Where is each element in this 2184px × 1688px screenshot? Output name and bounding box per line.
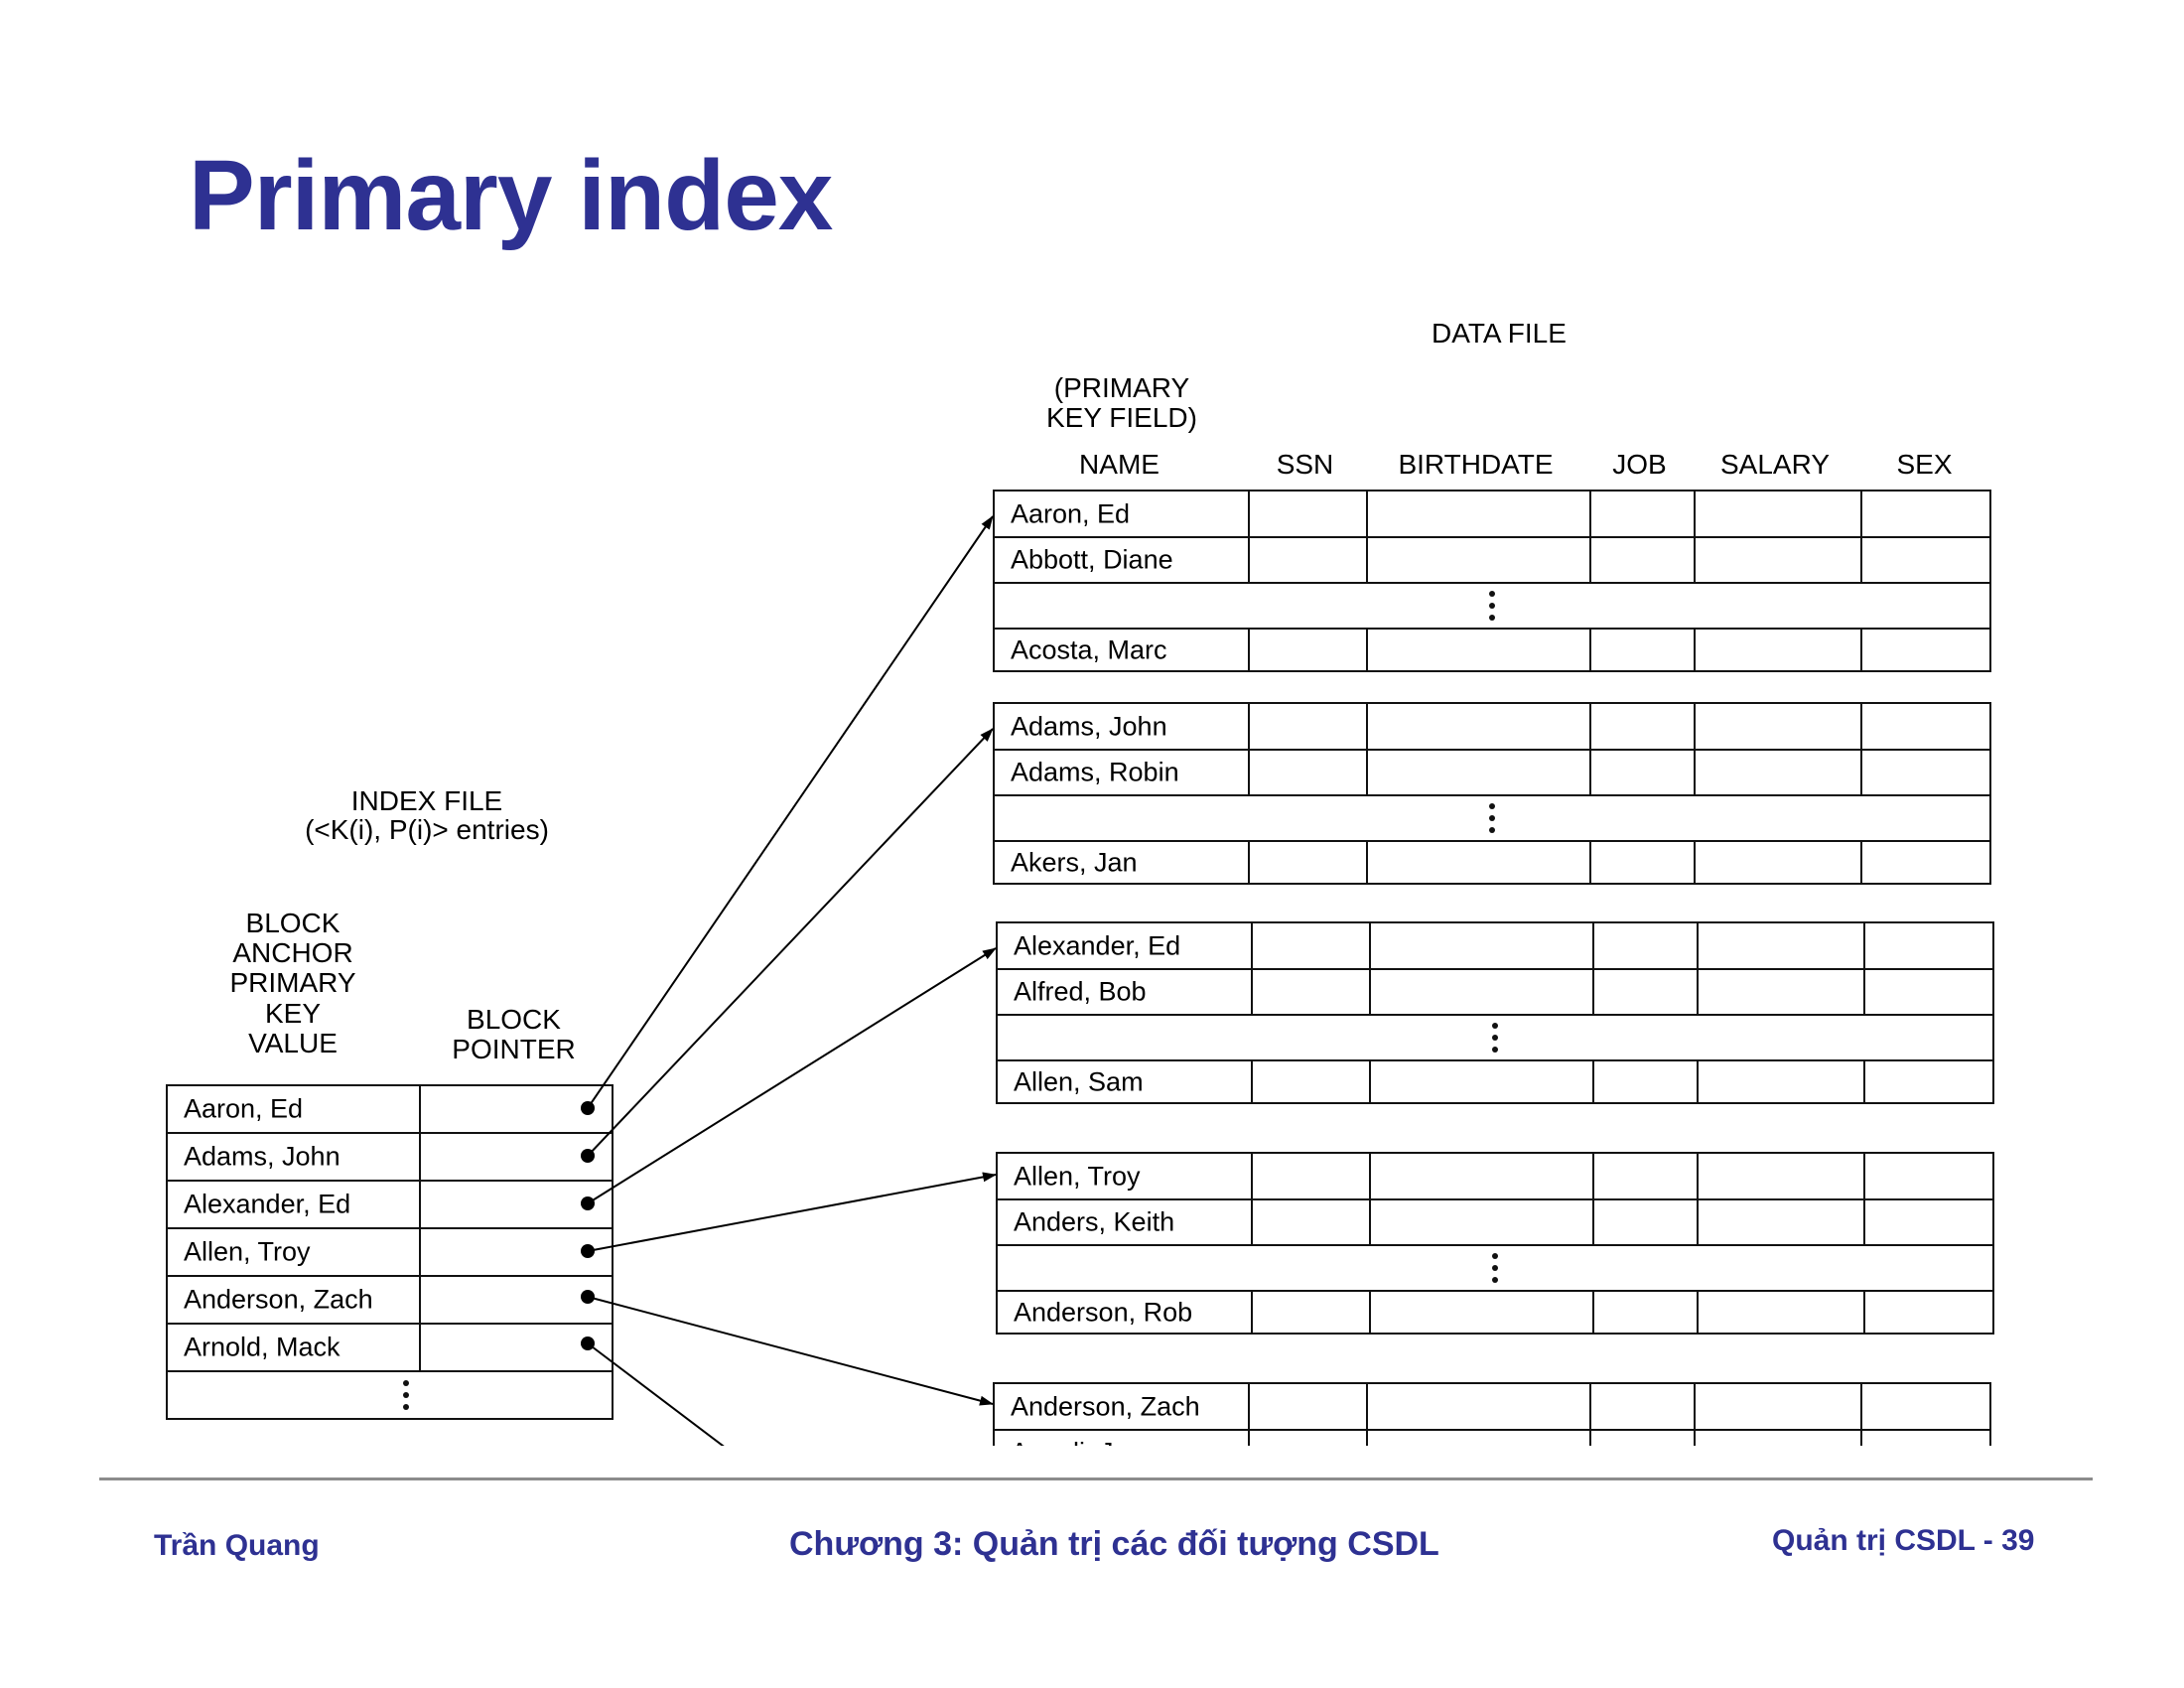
data-file-title: DATA FILE <box>1432 318 1567 349</box>
footer-divider <box>99 1477 2093 1480</box>
name-cell: Alexander, Ed <box>1014 930 1181 960</box>
index-row: Alexander, Ed <box>168 1182 612 1229</box>
footer-chapter: Chương 3: Quản trị các đối tượng CSDL <box>789 1525 1439 1563</box>
index-file-subtitle: (<K(i), P(i)> entries) <box>305 814 549 845</box>
data-row: Alexander, Ed <box>998 923 1992 970</box>
footer-author: Trần Quang <box>154 1529 320 1562</box>
data-row: Adams, Robin <box>995 751 1989 796</box>
pointer-dot <box>581 1101 595 1115</box>
name-cell: Allen, Sam <box>1014 1066 1144 1096</box>
ellipsis-row <box>168 1372 612 1420</box>
ellipsis-row <box>995 796 1989 842</box>
block-pointer-arrow <box>587 1296 994 1406</box>
data-block: Aaron, Ed Abbott, Diane Acosta, Marc <box>993 490 1991 672</box>
name-cell: Acosta, Marc <box>1011 634 1167 664</box>
pointer-arrows <box>581 515 997 1446</box>
ellipsis-row <box>998 1246 1992 1292</box>
name-cell: Abbott, Diane <box>1011 544 1173 575</box>
vertical-ellipsis-icon <box>1489 591 1495 621</box>
data-row: Allen, Troy <box>998 1154 1992 1200</box>
anchor-key-cell: Aaron, Ed <box>184 1093 304 1124</box>
name-cell: Allen, Troy <box>1014 1161 1141 1191</box>
anchor-key-cell: Allen, Troy <box>184 1236 311 1267</box>
column-header-birthdate: BIRTHDATE <box>1398 449 1554 480</box>
index-row: Aaron, Ed <box>168 1086 612 1134</box>
block-pointer-arrow <box>587 1172 997 1252</box>
vertical-ellipsis-icon <box>1492 1023 1498 1053</box>
data-row: Adams, John <box>995 704 1989 751</box>
vertical-ellipsis-icon <box>1492 1253 1498 1283</box>
ellipsis-row <box>995 584 1989 630</box>
index-row: Allen, Troy <box>168 1229 612 1277</box>
primary-key-note: (PRIMARY KEY FIELD) <box>1046 372 1197 434</box>
block-pointer-arrow <box>587 728 994 1157</box>
column-header-salary: SALARY <box>1720 449 1830 480</box>
page-title: Primary index <box>189 140 833 251</box>
index-row: Adams, John <box>168 1134 612 1182</box>
block-pointer-arrow <box>587 947 997 1204</box>
name-cell: Angeli, Joe <box>1011 1438 1144 1447</box>
index-row: Anderson, Zach <box>168 1277 612 1325</box>
anchor-key-cell: Arnold, Mack <box>184 1332 341 1362</box>
column-header-job: JOB <box>1612 449 1667 480</box>
index-row: Arnold, Mack <box>168 1325 612 1372</box>
anchor-key-cell: Adams, John <box>184 1141 341 1172</box>
pointer-dot <box>581 1336 595 1350</box>
anchor-key-cell: Alexander, Ed <box>184 1189 351 1219</box>
data-row: Anders, Keith <box>998 1200 1992 1246</box>
name-cell: Anderson, Rob <box>1014 1297 1193 1327</box>
data-block: Alexander, Ed Alfred, Bob Allen, Sam <box>996 921 1994 1104</box>
data-row: Akers, Jan <box>995 842 1989 885</box>
name-cell: Akers, Jan <box>1011 847 1138 877</box>
data-row: Aaron, Ed <box>995 492 1989 538</box>
data-row: Acosta, Marc <box>995 630 1989 672</box>
data-row: Angeli, Joe <box>995 1431 1989 1446</box>
data-row: Anderson, Zach <box>995 1384 1989 1431</box>
data-row: Alfred, Bob <box>998 970 1992 1016</box>
name-cell: Aaron, Ed <box>1011 498 1131 528</box>
column-header-sex: SEX <box>1896 449 1953 480</box>
data-block: Anderson, Zach Angeli, Joe <box>993 1382 1991 1446</box>
name-cell: Anders, Keith <box>1014 1206 1175 1237</box>
pointer-dot <box>581 1149 595 1163</box>
index-table: Aaron, Ed Adams, John Alexander, Ed Alle… <box>166 1084 614 1420</box>
column-header-block-pointer: BLOCK POINTER <box>452 1004 576 1065</box>
name-cell: Adams, John <box>1011 711 1167 741</box>
name-cell: Anderson, Zach <box>1011 1391 1200 1421</box>
pointer-dot <box>581 1244 595 1258</box>
column-header-name: NAME <box>1079 449 1160 480</box>
diagram-area: Aaron, Ed Abbott, Diane Acosta, Marc Ada… <box>166 490 1994 1446</box>
data-row: Abbott, Diane <box>995 538 1989 584</box>
block-pointer-arrow <box>587 515 994 1109</box>
name-cell: Adams, Robin <box>1011 757 1179 787</box>
column-header-ssn: SSN <box>1276 449 1334 480</box>
data-row: Anderson, Rob <box>998 1292 1992 1335</box>
anchor-key-cell: Anderson, Zach <box>184 1284 373 1315</box>
footer-page-number: Quản trị CSDL - 39 <box>1772 1524 2035 1557</box>
ellipsis-row <box>998 1016 1992 1061</box>
pointer-dot <box>581 1196 595 1210</box>
data-row: Allen, Sam <box>998 1061 1992 1104</box>
vertical-ellipsis-icon <box>403 1380 409 1410</box>
data-block: Adams, John Adams, Robin Akers, Jan <box>993 702 1991 885</box>
pointer-dot <box>581 1290 595 1304</box>
vertical-ellipsis-icon <box>1489 803 1495 833</box>
index-file-title: INDEX FILE <box>350 785 503 816</box>
column-header-block-anchor: BLOCK ANCHOR PRIMARY KEY VALUE <box>229 908 356 1058</box>
data-block: Allen, Troy Anders, Keith Anderson, Rob <box>996 1152 1994 1335</box>
name-cell: Alfred, Bob <box>1014 976 1147 1007</box>
block-pointer-arrow <box>587 1342 725 1446</box>
